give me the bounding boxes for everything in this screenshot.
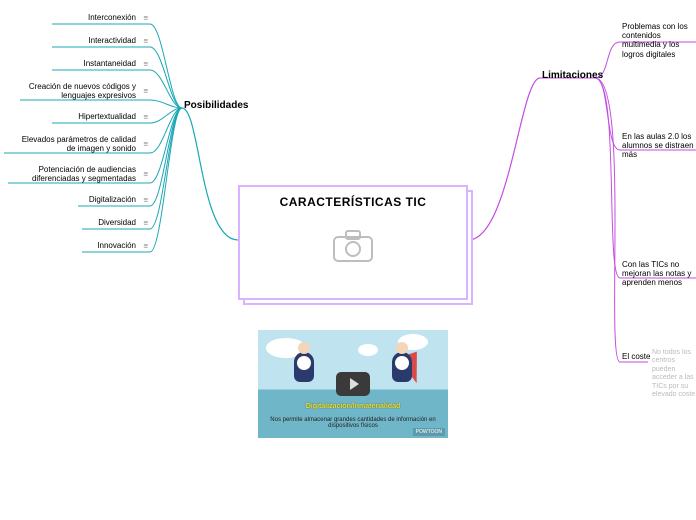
drag-icon: ≡ [143, 13, 148, 22]
leaf-left-8: Diversidad≡ [98, 218, 136, 227]
leaf-right-3-note: No todos los centros pueden acceder a la… [652, 349, 696, 399]
drag-icon: ≡ [143, 241, 148, 250]
drag-icon: ≡ [143, 140, 148, 149]
leaf-left-0: Interconexión≡ [88, 13, 136, 22]
leaf-left-7: Digitalización≡ [89, 195, 136, 204]
drag-icon: ≡ [143, 87, 148, 96]
center-title: CARACTERÍSTICAS TIC [248, 195, 458, 209]
drag-icon: ≡ [143, 195, 148, 204]
leaf-left-6: Potenciación de audiencias diferenciadas… [16, 165, 136, 183]
leaf-left-4: Hipertextualidad≡ [78, 112, 136, 121]
leaf-right-1: En las aulas 2.0 los alumnos se distraen… [622, 132, 696, 160]
leaf-left-2: Instantaneidad≡ [84, 59, 137, 68]
center-card[interactable]: CARACTERÍSTICAS TIC [238, 185, 468, 300]
video-thumbnail[interactable]: Digitalización/Inmaterialidad Nos permit… [258, 330, 448, 438]
leaf-left-1: Interactividad≡ [88, 36, 136, 45]
camera-icon [248, 229, 458, 263]
drag-icon: ≡ [143, 170, 148, 179]
leaf-left-3: Creación de nuevos códigos y lenguajes e… [16, 82, 136, 100]
leaf-right-0: Problemas con los contenidos multimedia … [622, 22, 696, 59]
branch-label-posibilidades[interactable]: Posibilidades [184, 100, 248, 111]
drag-icon: ≡ [143, 59, 148, 68]
leaf-right-3: El coste [622, 352, 650, 361]
leaf-left-5: Elevados parámetros de calidad de imagen… [16, 135, 136, 153]
branch-label-limitaciones[interactable]: Limitaciones [542, 70, 603, 81]
drag-icon: ≡ [143, 112, 148, 121]
video-badge: POWTOON [413, 428, 445, 436]
drag-icon: ≡ [143, 218, 148, 227]
leaf-left-9: Innovación≡ [97, 241, 136, 250]
leaf-right-2: Con las TICs no mejoran las notas y apre… [622, 260, 696, 288]
drag-icon: ≡ [143, 36, 148, 45]
play-icon[interactable] [336, 372, 370, 396]
video-title: Digitalización/Inmaterialidad [258, 403, 448, 410]
